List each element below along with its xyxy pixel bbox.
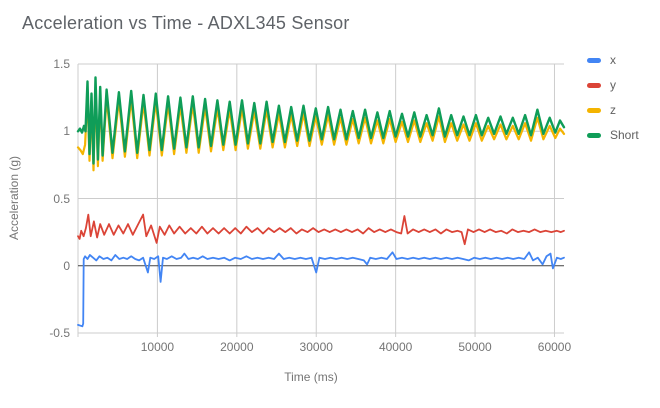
y-tick-label: 0.5 — [53, 191, 70, 206]
legend-item-y: y — [587, 79, 639, 91]
legend-label: Short — [610, 128, 639, 142]
x-axis-title: Time (ms) — [284, 370, 338, 384]
legend-swatch-icon — [587, 107, 601, 113]
x-tick-label: 30000 — [299, 340, 333, 354]
y-tick-label: 0 — [63, 258, 70, 273]
legend-swatch-icon — [587, 82, 601, 88]
chart-title: Acceleration vs Time - ADXL345 Sensor — [22, 13, 350, 33]
y-tick-label: 1.5 — [53, 57, 70, 71]
x-tick-label: 50000 — [458, 340, 492, 354]
x-tick-label: 20000 — [220, 340, 254, 354]
y-tick-label: 1 — [63, 124, 70, 139]
legend-label: x — [610, 53, 616, 67]
legend-swatch-icon — [587, 57, 601, 63]
series-line-Short — [76, 76, 566, 165]
legend-item-Short: Short — [587, 129, 639, 141]
series-line-y — [77, 213, 565, 246]
legend-label: y — [610, 78, 616, 92]
y-tick-label: -0.5 — [49, 326, 70, 340]
legend: x y z Short — [587, 54, 639, 141]
legend-item-z: z — [587, 104, 639, 116]
x-tick-label: 40000 — [378, 340, 413, 354]
x-tick-label: 60000 — [537, 340, 572, 354]
x-tick-label: 10000 — [140, 340, 175, 354]
series-line-x — [77, 251, 565, 328]
legend-label: z — [610, 103, 616, 117]
legend-swatch-icon — [587, 132, 601, 138]
legend-item-x: x — [587, 54, 639, 66]
